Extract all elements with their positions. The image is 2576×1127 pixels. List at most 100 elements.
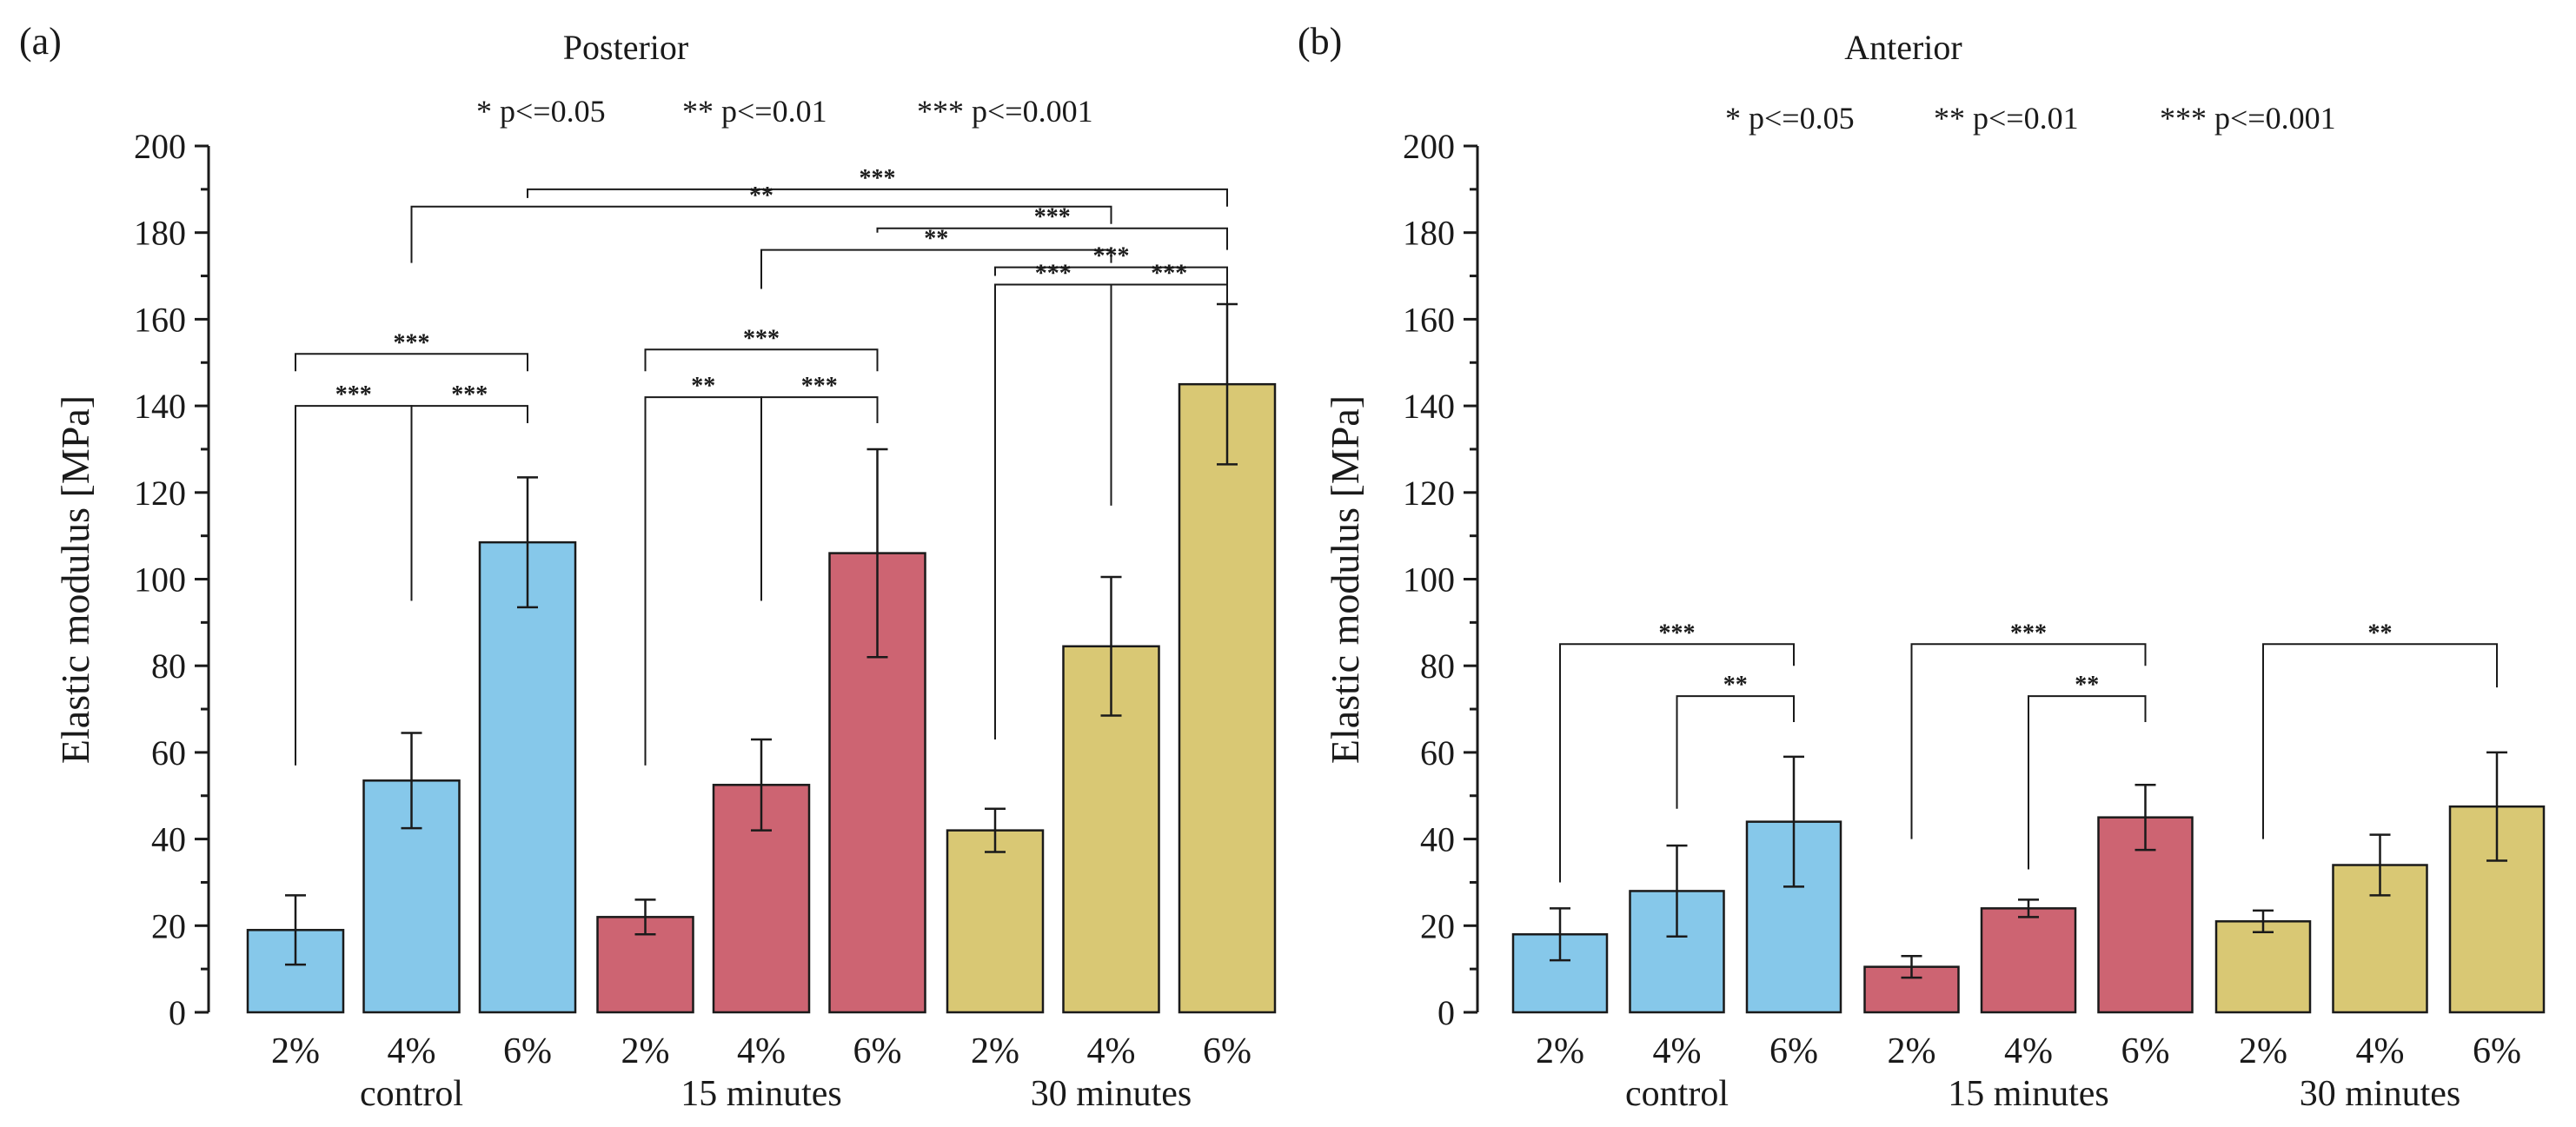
significance-label: ** xyxy=(749,182,773,209)
group-label: control xyxy=(1625,1074,1729,1114)
significance-bracket xyxy=(1676,695,1795,809)
significance-bracket xyxy=(1559,643,1795,883)
category-label: 6% xyxy=(1769,1031,1818,1071)
bar xyxy=(2448,805,2546,1014)
significance-label: ** xyxy=(2368,620,2393,646)
category-label: 6% xyxy=(2473,1031,2521,1071)
significance-bracket xyxy=(644,396,762,766)
significance-label: *** xyxy=(394,329,430,356)
significance-bracket xyxy=(760,396,879,601)
y-tick-label: 60 xyxy=(151,733,186,772)
y-tick-label: 200 xyxy=(134,127,186,166)
bar xyxy=(1980,907,2077,1014)
significance-bracket xyxy=(410,405,528,601)
bar xyxy=(1511,933,1609,1014)
significance-bracket xyxy=(1910,643,2147,839)
y-tick-label: 160 xyxy=(134,300,186,339)
bar xyxy=(946,829,1045,1014)
y-axis-label: Elastic modulus [MPa] xyxy=(53,395,97,764)
legend-entry: ** p<=0.01 xyxy=(682,94,827,129)
significance-label: *** xyxy=(1659,620,1696,646)
significance-label: *** xyxy=(451,381,488,408)
y-tick-label: 160 xyxy=(1403,300,1455,339)
y-tick-label: 60 xyxy=(1420,733,1455,772)
significance-label: *** xyxy=(1151,261,1187,288)
category-label: 4% xyxy=(2356,1031,2405,1071)
y-tick-label: 200 xyxy=(1403,127,1455,166)
y-tick-label: 120 xyxy=(1403,474,1455,513)
significance-bracket xyxy=(644,348,879,372)
category-label: 6% xyxy=(503,1031,552,1071)
bar xyxy=(1178,382,1277,1014)
panel-label: (b) xyxy=(1298,20,1342,63)
significance-bracket xyxy=(410,205,1112,263)
significance-bracket xyxy=(527,188,1228,207)
significance-bracket xyxy=(760,249,1112,289)
significance-label: ** xyxy=(924,226,948,253)
y-tick-label: 120 xyxy=(134,474,186,513)
panel-label: (a) xyxy=(19,20,62,63)
significance-bracket xyxy=(295,353,528,372)
significance-bracket xyxy=(295,405,413,766)
category-label: 4% xyxy=(1087,1031,1136,1071)
y-tick-label: 40 xyxy=(151,820,186,859)
y-tick-label: 0 xyxy=(169,993,186,1032)
y-tick-label: 0 xyxy=(1437,993,1455,1032)
y-tick-label: 100 xyxy=(134,560,186,600)
y-tick-label: 20 xyxy=(151,906,186,945)
significance-label: *** xyxy=(1035,261,1072,288)
category-label: 4% xyxy=(737,1031,786,1071)
y-tick-label: 180 xyxy=(1403,214,1455,253)
category-label: 2% xyxy=(1536,1031,1584,1071)
significance-label: *** xyxy=(801,373,838,400)
significance-bracket xyxy=(2028,695,2147,870)
significance-label: ** xyxy=(691,373,715,400)
category-label: 4% xyxy=(388,1031,436,1071)
significance-bracket xyxy=(876,227,1228,250)
significance-label: *** xyxy=(1034,204,1071,231)
category-label: 2% xyxy=(2239,1031,2287,1071)
category-label: 2% xyxy=(621,1031,670,1071)
chart-panel-0: (a) Posterior * p<=0.05 ** p<=0.01 *** p<=0.… xyxy=(19,20,1277,1114)
group-label: 30 minutes xyxy=(2300,1074,2461,1114)
y-tick-label: 180 xyxy=(134,214,186,253)
category-label: 4% xyxy=(1653,1031,1702,1071)
y-tick-label: 140 xyxy=(1403,387,1455,426)
category-label: 4% xyxy=(2004,1031,2053,1071)
category-label: 2% xyxy=(971,1031,1019,1071)
category-label: 2% xyxy=(1888,1031,1936,1071)
significance-label: *** xyxy=(335,381,372,408)
chart-title: Anterior xyxy=(1844,28,1962,67)
legend-entry: ** p<=0.01 xyxy=(1934,101,2079,136)
group-label: control xyxy=(360,1074,463,1114)
category-label: 2% xyxy=(271,1031,320,1071)
significance-label: *** xyxy=(743,325,780,352)
bar xyxy=(478,540,577,1014)
chart-panel-1: (b) Anterior * p<=0.05 ** p<=0.01 *** p<=0.0… xyxy=(1298,20,2546,1114)
y-tick-label: 40 xyxy=(1420,820,1455,859)
y-tick-label: 100 xyxy=(1403,560,1455,600)
significance-label: *** xyxy=(2010,620,2047,646)
y-tick-label: 80 xyxy=(151,646,186,686)
y-axis-label: Elastic modulus [MPa] xyxy=(1323,395,1367,764)
group-label: 15 minutes xyxy=(1948,1074,2109,1114)
category-label: 6% xyxy=(2121,1031,2170,1071)
legend-entry: * p<=0.05 xyxy=(1725,101,1855,136)
category-label: 6% xyxy=(1203,1031,1251,1071)
significance-label: ** xyxy=(1723,672,1748,699)
y-tick-label: 140 xyxy=(134,387,186,426)
significance-label: *** xyxy=(860,165,896,192)
legend-entry: *** p<=0.001 xyxy=(917,94,1093,129)
chart-title: Posterior xyxy=(563,28,688,67)
y-tick-label: 80 xyxy=(1420,646,1455,686)
y-tick-label: 20 xyxy=(1420,906,1455,945)
group-label: 15 minutes xyxy=(681,1074,842,1114)
significance-bracket xyxy=(2262,643,2498,839)
bar xyxy=(2214,920,2312,1014)
legend-entry: *** p<=0.001 xyxy=(2160,101,2336,136)
category-label: 6% xyxy=(853,1031,902,1071)
significance-bracket xyxy=(994,266,1228,298)
group-label: 30 minutes xyxy=(1031,1074,1192,1114)
significance-label: ** xyxy=(2075,672,2099,699)
